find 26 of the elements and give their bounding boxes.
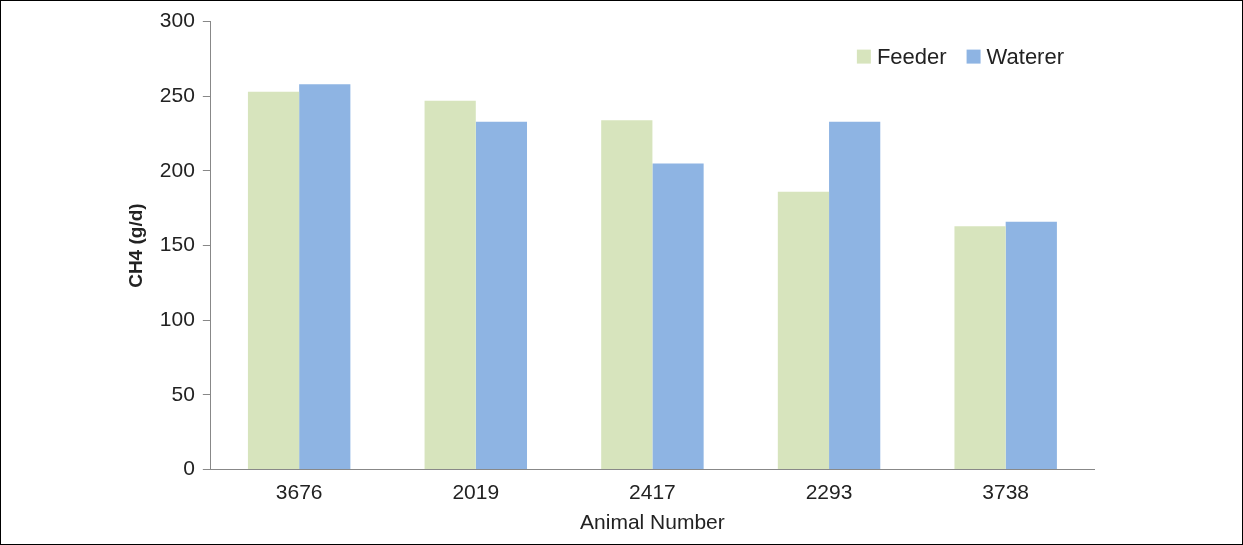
x-tick-label: 2019: [452, 480, 500, 503]
x-tick-label: 2293: [805, 480, 853, 503]
bar: [777, 191, 830, 470]
legend-label: Waterer: [986, 43, 1064, 69]
bar: [299, 84, 351, 470]
x-tick-label: 3676: [275, 480, 323, 503]
y-tick-label: 300: [159, 8, 195, 32]
y-tick-label: 200: [159, 157, 195, 181]
y-tick-label: 0: [183, 456, 195, 480]
y-tick-label: 250: [159, 83, 195, 107]
bar: [954, 226, 1006, 470]
legend-label: Feeder: [876, 43, 947, 69]
y-tick-label: 150: [159, 232, 195, 256]
y-tick-label: 100: [159, 307, 195, 331]
bar: [1005, 221, 1057, 470]
bar: [475, 121, 528, 470]
bar: [247, 91, 300, 470]
bar: [652, 163, 704, 470]
x-tick-label: 3738: [982, 480, 1030, 503]
bar: [829, 121, 881, 470]
bar: [424, 100, 476, 470]
x-axis-title: Animal Number: [580, 510, 725, 534]
bar: [601, 120, 653, 470]
y-tick-label: 50: [171, 381, 195, 405]
x-tick-label: 2417: [629, 480, 676, 503]
y-axis-title: CH4 (g/d): [124, 203, 146, 288]
